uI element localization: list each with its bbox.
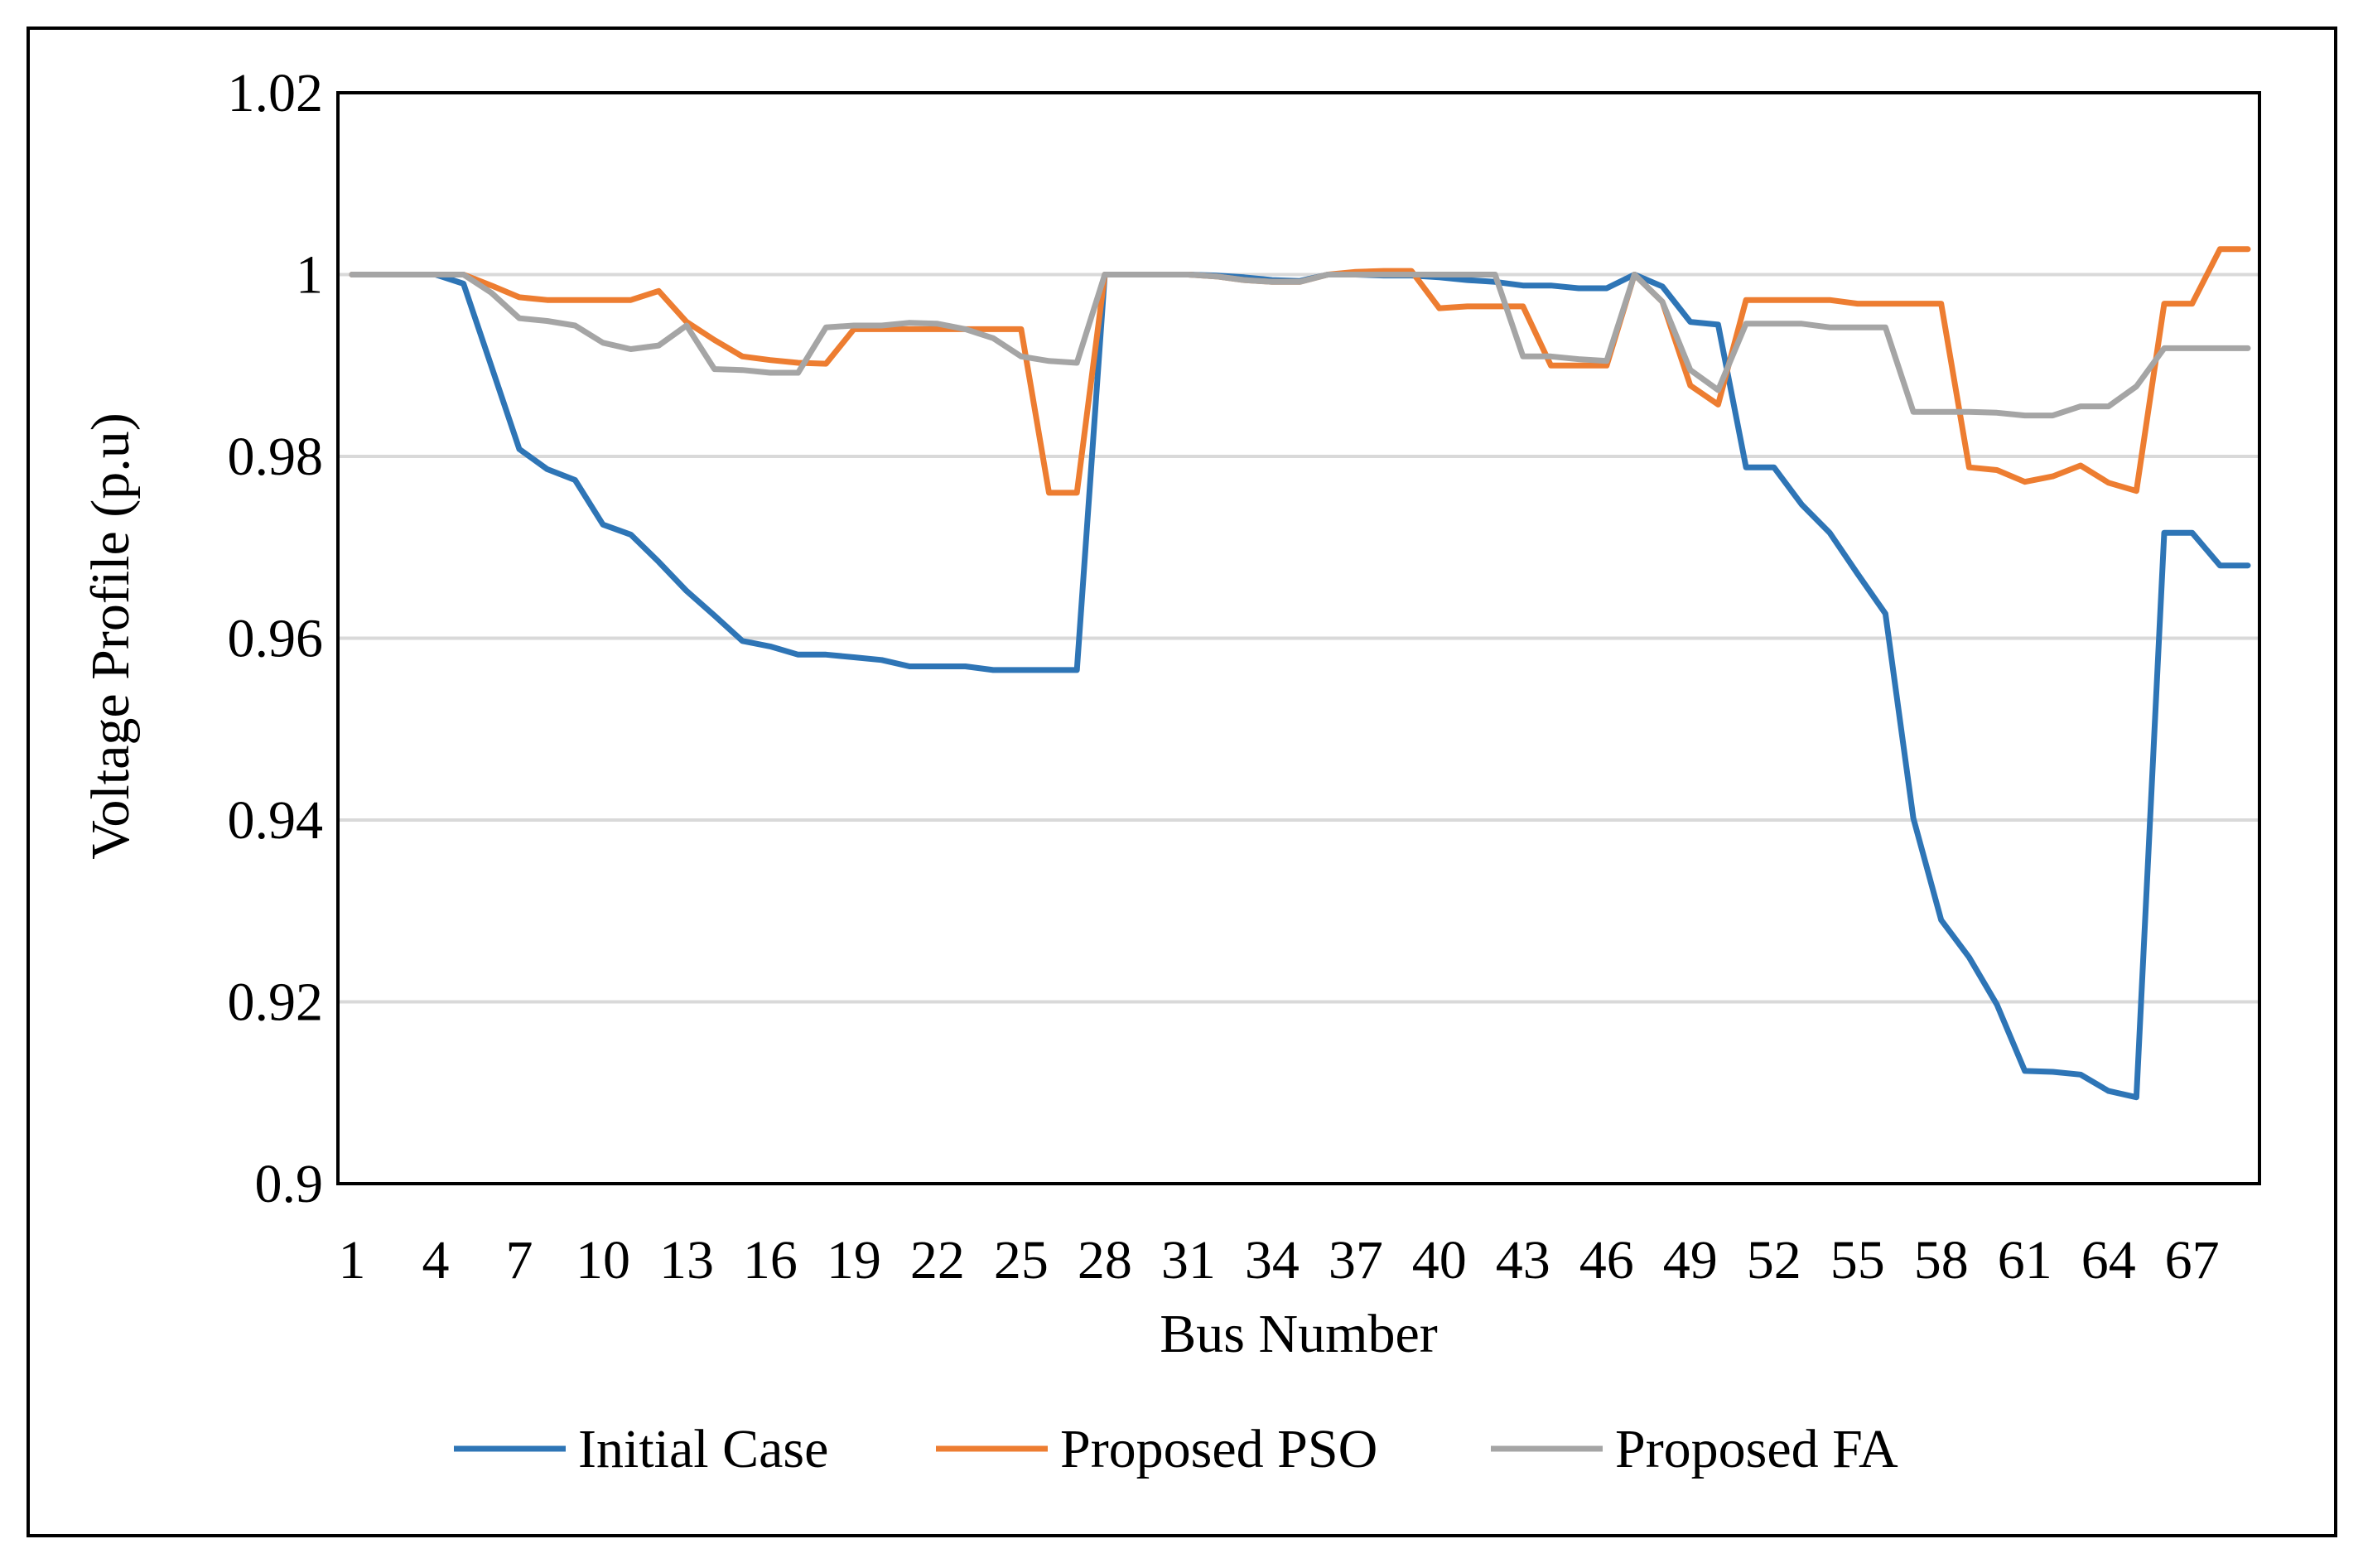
x-tick-label: 40 xyxy=(1412,1230,1467,1291)
x-tick-label: 16 xyxy=(743,1230,798,1291)
x-tick-label: 49 xyxy=(1663,1230,1718,1291)
x-tick-label: 31 xyxy=(1161,1230,1216,1291)
x-tick-label: 46 xyxy=(1579,1230,1634,1291)
series-lines xyxy=(349,246,2251,1101)
x-tick-label: 1 xyxy=(339,1230,366,1291)
y-tick-label: 1 xyxy=(296,245,323,306)
x-tick-label: 67 xyxy=(2165,1230,2220,1291)
y-tick-label: 0.92 xyxy=(228,972,324,1033)
x-tick-label: 19 xyxy=(827,1230,881,1291)
x-axis-title: Bus Number xyxy=(1160,1304,1438,1364)
chart-frame xyxy=(27,27,2337,1537)
x-axis-ticks: 1 4 7 10 13 16 19 22 25 28 31 34 37 40 43 46 49 52 55 58 61 6… xyxy=(339,1230,2220,1291)
x-tick-label: 4 xyxy=(422,1230,449,1291)
y-axis-ticks: 0.9 0.92 0.94 0.96 0.98 1 1.02 xyxy=(228,63,324,1214)
legend-item: Initial Case xyxy=(454,1419,828,1479)
y-tick-label: 0.96 xyxy=(228,609,324,669)
x-tick-label: 64 xyxy=(2081,1230,2136,1291)
y-tick-label: 0.9 xyxy=(255,1154,324,1214)
legend: Initial Case Proposed PSO Proposed FA xyxy=(454,1419,1898,1479)
plot-area-border xyxy=(336,91,2261,1185)
y-tick-label: 0.94 xyxy=(228,790,324,851)
gridlines xyxy=(338,273,2259,1004)
series-line-proposed-fa xyxy=(349,272,2251,419)
legend-item: Proposed PSO xyxy=(936,1419,1377,1479)
legend-label: Initial Case xyxy=(578,1419,828,1479)
legend-label: Proposed FA xyxy=(1615,1419,1898,1479)
x-tick-label: 7 xyxy=(505,1230,533,1291)
x-tick-label: 28 xyxy=(1078,1230,1132,1291)
legend-item: Proposed FA xyxy=(1491,1419,1898,1479)
y-axis-title: Voltage Profile (p.u) xyxy=(80,413,141,860)
x-tick-label: 37 xyxy=(1329,1230,1383,1291)
x-tick-label: 10 xyxy=(576,1230,630,1291)
x-tick-label: 58 xyxy=(1914,1230,1969,1291)
x-tick-label: 22 xyxy=(910,1230,965,1291)
x-tick-label: 25 xyxy=(994,1230,1049,1291)
x-tick-label: 34 xyxy=(1245,1230,1300,1291)
y-tick-label: 0.98 xyxy=(228,427,324,487)
x-tick-label: 61 xyxy=(1998,1230,2052,1291)
x-tick-label: 55 xyxy=(1830,1230,1885,1291)
legend-label: Proposed PSO xyxy=(1060,1419,1377,1479)
x-tick-label: 52 xyxy=(1747,1230,1801,1291)
x-tick-label: 13 xyxy=(659,1230,714,1291)
x-tick-label: 43 xyxy=(1496,1230,1550,1291)
y-tick-label: 1.02 xyxy=(228,63,324,123)
series-line-initial-case xyxy=(349,272,2251,1101)
